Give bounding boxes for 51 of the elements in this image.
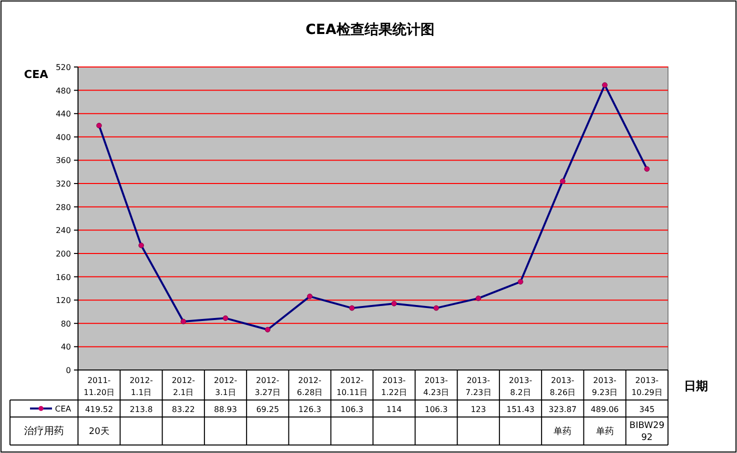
text: 治疗用药	[24, 425, 64, 437]
y-tick-label: 240	[56, 226, 71, 236]
x-tick-label: 2011-11.20日	[84, 376, 115, 397]
y-axis-title: CEA	[24, 68, 49, 81]
y-tick-label: 0	[66, 366, 71, 375]
data-label: 88.93	[214, 405, 237, 414]
x-tick-label: 2013-9.23日	[592, 376, 618, 397]
y-tick-label: 160	[56, 272, 71, 282]
x-tick-label: 2013-1.22日	[381, 376, 407, 397]
y-tick-label: 360	[56, 156, 71, 166]
x-tick-label: 2012-6.28日	[296, 376, 323, 397]
data-label: 345	[639, 405, 655, 414]
y-tick-label: 80	[60, 319, 71, 328]
data-label: 106.3	[424, 405, 448, 414]
x-tick-label: 2013-7.23日	[465, 376, 492, 397]
y-tick-label: 40	[60, 342, 71, 352]
data-label: 114	[386, 405, 402, 414]
y-tick-label: 480	[56, 86, 71, 96]
y-tick-label: 440	[56, 110, 71, 119]
data-label: 106.3	[340, 405, 364, 414]
y-tick-label: 120	[56, 296, 71, 306]
y-tick-label: 200	[56, 249, 71, 258]
text: 单药	[554, 426, 572, 437]
text: 20天	[88, 426, 110, 437]
data-label: 126.3	[298, 405, 322, 414]
x-tick-label: 2013-4.23日	[423, 376, 450, 397]
text: BIBW2992	[629, 421, 665, 443]
y-tick-label: 280	[56, 202, 71, 212]
data-label: 419.52	[85, 405, 114, 414]
data-label: 83.22	[172, 405, 195, 414]
x-tick-label: 2013-8.2日	[508, 376, 532, 397]
x-tick-label: 2012-10.11日	[336, 376, 368, 397]
data-label: 151.43	[506, 405, 534, 414]
data-label: 213.8	[130, 405, 153, 414]
data-label: 69.25	[256, 405, 280, 414]
y-tick-label: 520	[56, 63, 71, 72]
x-tick-label: 2012-3.1日	[214, 376, 238, 397]
x-tick-label: 2012-2.1日	[172, 376, 196, 397]
text: 单药	[596, 426, 614, 437]
data-label: 489.06	[590, 405, 619, 414]
x-tick-label: 2013-10.29日	[631, 376, 662, 397]
x-tick-label: 2012-3.27日	[254, 376, 281, 397]
x-axis-title: 日期	[684, 379, 708, 393]
x-tick-label: 2013-8.26日	[550, 376, 576, 397]
x-tick-label: 2012-1.1日	[130, 376, 153, 397]
y-tick-label: 400	[56, 132, 71, 142]
chart-title: CEA检查结果统计图	[306, 21, 434, 38]
legend-label: CEA	[55, 404, 72, 414]
data-label: 323.87	[548, 405, 577, 414]
y-tick-label: 320	[56, 180, 71, 189]
data-label: 123	[470, 405, 486, 414]
